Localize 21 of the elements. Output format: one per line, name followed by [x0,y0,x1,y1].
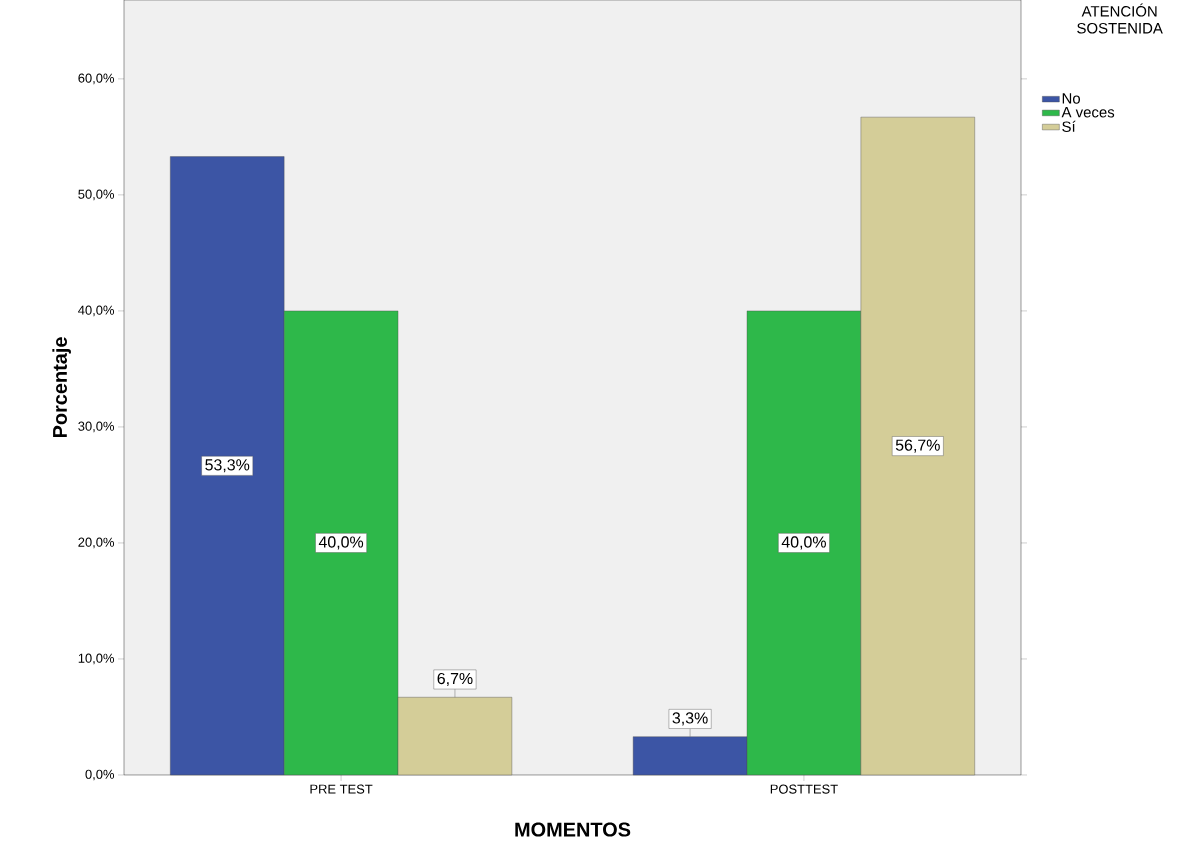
data-label: 3,3% [672,712,708,726]
legend-label: Sí [1062,120,1076,132]
data-label: 53,3% [205,459,250,473]
y-tick-label: 50,0% [78,189,115,201]
y-tick-label: 20,0% [78,537,115,549]
data-label: 40,0% [781,536,826,550]
data-label: 40,0% [318,536,364,550]
y-axis-title: Porcentaje [52,337,71,438]
legend-label: A veces [1061,107,1115,118]
y-tick-label: 40,0% [78,305,115,317]
y-tick-label: 0,0% [85,769,115,781]
x-tick-label: POSTTEST [770,784,838,794]
legend-label: No [1062,93,1081,104]
data-label: 56,7% [895,439,940,453]
y-tick-label: 10,0% [78,653,115,665]
x-tick-label: PRE TEST [310,784,373,794]
legend-title: ATENCIÓN SOSTENIDA [1077,3,1163,34]
data-label: 6,7% [437,672,473,687]
x-axis-title: MOMENTOS [515,822,631,837]
y-tick-label: 30,0% [78,421,115,433]
y-tick-label: 60,0% [78,73,115,85]
